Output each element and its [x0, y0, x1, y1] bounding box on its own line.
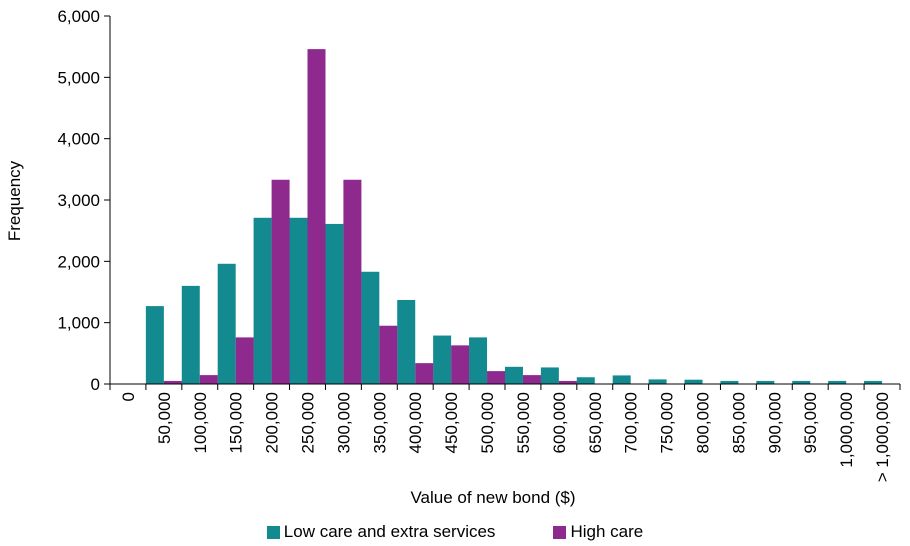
bar-low-care — [253, 217, 272, 384]
bar-low-care — [540, 367, 559, 384]
x-tick-label: 200,000 — [263, 392, 282, 453]
x-axis-label: Value of new bond ($) — [410, 488, 575, 507]
bar-low-care — [469, 337, 488, 384]
x-tick-label: 950,000 — [801, 392, 820, 453]
y-axis-ticks: 0 1,000 2,000 3,000 4,000 5,000 6,000 — [57, 7, 110, 394]
bar-low-care — [504, 366, 523, 384]
bar-high-care — [415, 363, 434, 384]
x-tick-label: > 1,000,000 — [873, 392, 892, 482]
x-tick-label: 450,000 — [442, 392, 461, 453]
x-tick-label: 1,000,000 — [837, 392, 856, 468]
legend-item-high-care: High care — [553, 522, 643, 542]
legend-swatch-low-care — [266, 525, 280, 539]
x-tick-label: 650,000 — [586, 392, 605, 453]
x-tick-label: 700,000 — [622, 392, 641, 453]
legend: Low care and extra services High care — [0, 520, 910, 544]
bar-high-care — [235, 337, 254, 384]
bar-low-care — [397, 299, 416, 384]
x-tick-label: 500,000 — [478, 392, 497, 453]
bar-low-care — [181, 285, 200, 384]
y-tick-label: 6,000 — [57, 7, 100, 26]
y-tick-label: 4,000 — [57, 130, 100, 149]
x-axis-ticks: 0 50,000 100,000 150,000 200,000 250,000 300,0… — [109, 384, 901, 482]
x-tick-label: 900,000 — [765, 392, 784, 453]
bar-low-care — [720, 380, 739, 384]
bar-low-care — [325, 223, 344, 384]
x-tick-label: 150,000 — [227, 392, 246, 453]
legend-item-low-care: Low care and extra services — [266, 522, 496, 542]
y-tick-label: 1,000 — [57, 314, 100, 333]
chart-svg: 0 1,000 2,000 3,000 4,000 5,000 6,000 0 50,000 1… — [5, 7, 901, 507]
bar-low-care — [361, 271, 380, 384]
bar-high-care — [451, 345, 470, 384]
bar-low-care — [792, 380, 811, 384]
x-tick-label: 250,000 — [299, 392, 318, 453]
bars — [145, 49, 883, 385]
x-tick-label: 750,000 — [658, 392, 677, 453]
bar-low-care — [217, 263, 236, 384]
bar-low-care — [576, 377, 595, 384]
bar-low-care — [684, 379, 703, 384]
bar-low-care — [433, 335, 452, 384]
legend-swatch-high-care — [553, 525, 567, 539]
x-tick-label: 600,000 — [550, 392, 569, 453]
x-tick-label: 550,000 — [514, 392, 533, 453]
x-tick-label: 350,000 — [370, 392, 389, 453]
bar-high-care — [379, 325, 398, 384]
bar-low-care — [828, 380, 847, 384]
y-tick-label: 2,000 — [57, 252, 100, 271]
legend-label-low-care: Low care and extra services — [283, 522, 496, 541]
bar-high-care — [307, 49, 326, 385]
y-axis-label: Frequency — [5, 160, 24, 241]
y-tick-label: 0 — [91, 375, 100, 394]
bar-high-care — [522, 375, 541, 384]
y-tick-label: 5,000 — [57, 68, 100, 87]
x-tick-label: 300,000 — [334, 392, 353, 453]
bar-low-care — [648, 379, 667, 384]
bar-high-care — [271, 179, 290, 384]
x-tick-label: 100,000 — [191, 392, 210, 453]
x-tick-label: 0 — [119, 392, 138, 401]
bar-low-care — [864, 380, 883, 384]
bar-low-care — [289, 217, 308, 384]
x-tick-label: 50,000 — [155, 392, 174, 444]
bar-low-care — [145, 306, 164, 384]
legend-label-high-care: High care — [570, 522, 644, 541]
x-tick-label: 400,000 — [406, 392, 425, 453]
x-tick-label: 850,000 — [729, 392, 748, 453]
bar-high-care — [343, 179, 362, 384]
y-tick-label: 3,000 — [57, 191, 100, 210]
bar-low-care — [612, 375, 631, 384]
bar-high-care — [199, 375, 218, 384]
x-tick-label: 800,000 — [694, 392, 713, 453]
bar-low-care — [756, 380, 775, 384]
bar-high-care — [558, 380, 577, 384]
bar-high-care — [487, 371, 506, 384]
bar-high-care — [163, 380, 182, 384]
